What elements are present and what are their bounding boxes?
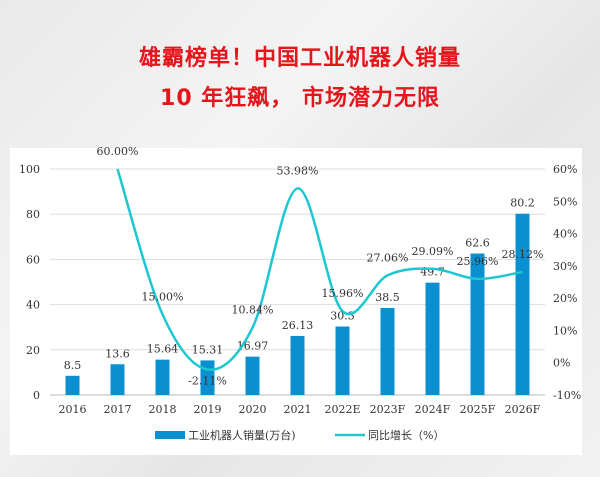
- title-line-1: 雄霸榜单！中国工业机器人销量: [138, 46, 461, 71]
- x-tick-label: 2024F: [415, 403, 451, 416]
- bar-label: 26.13: [282, 319, 314, 332]
- growth-label: 29.09%: [412, 245, 454, 258]
- x-tick-label: 2025F: [460, 403, 496, 416]
- growth-label: 15.96%: [322, 287, 364, 300]
- left-tick-label: 60: [26, 253, 40, 266]
- x-tick-label: 2018: [149, 403, 177, 416]
- left-tick-label: 80: [26, 208, 40, 221]
- right-tick-label: 30%: [553, 260, 577, 273]
- legend-bar-label: 工业机器人销量(万台): [188, 428, 296, 442]
- legend-line-label: 同比增长（%）: [368, 428, 444, 442]
- right-tick-label: 10%: [553, 324, 577, 337]
- growth-label: 10.84%: [232, 304, 274, 317]
- x-tick-label: 2026F: [505, 403, 541, 416]
- right-tick-label: 50%: [553, 195, 577, 208]
- bar-label: 38.5: [375, 291, 400, 304]
- right-tick-label: 40%: [553, 228, 577, 241]
- bar: [245, 356, 260, 395]
- right-tick-label: 20%: [553, 292, 577, 305]
- bar-label: 80.2: [510, 197, 535, 210]
- left-tick-label: 100: [19, 163, 40, 176]
- x-tick-label: 2020: [239, 403, 267, 416]
- growth-label: 28.12%: [502, 248, 544, 261]
- x-tick-label: 2019: [194, 403, 222, 416]
- bar: [380, 307, 395, 395]
- right-tick-label: 60%: [553, 163, 577, 176]
- right-tick-label: 0%: [553, 357, 570, 370]
- x-tick-label: 2016: [59, 403, 87, 416]
- left-tick-label: 0: [33, 389, 40, 402]
- left-tick-label: 40: [26, 299, 40, 312]
- growth-label: 53.98%: [277, 164, 319, 177]
- legend-bar-swatch: [155, 431, 185, 439]
- bar-label: 62.6: [465, 237, 490, 250]
- bar: [515, 213, 530, 395]
- bar: [335, 326, 350, 395]
- growth-label: 25.96%: [457, 255, 499, 268]
- x-tick-label: 2023F: [370, 403, 406, 416]
- bar-label: 15.64: [147, 343, 179, 356]
- right-tick-label: -10%: [553, 389, 581, 402]
- left-tick-label: 20: [26, 344, 40, 357]
- title-line-2: 10 年狂飙， 市场潜力无限: [160, 86, 440, 111]
- bar: [110, 364, 125, 395]
- bar-label: 15.31: [192, 343, 224, 356]
- bar: [155, 359, 170, 395]
- growth-label: 60.00%: [97, 145, 139, 158]
- bar-label: 8.5: [64, 359, 82, 372]
- x-tick-label: 2021: [284, 403, 312, 416]
- bar: [470, 253, 485, 395]
- bar: [65, 375, 80, 395]
- growth-label: 15.00%: [142, 290, 184, 303]
- growth-label: 27.06%: [367, 251, 409, 264]
- bar: [290, 335, 305, 395]
- growth-line: [116, 168, 523, 371]
- bar-label: 30.3: [330, 310, 355, 323]
- x-tick-label: 2017: [104, 403, 132, 416]
- bar-label: 13.6: [105, 347, 130, 360]
- bar: [425, 282, 440, 395]
- chart-card: [10, 148, 582, 455]
- x-tick-label: 2022E: [324, 403, 360, 416]
- growth-label: -2.11%: [188, 375, 227, 388]
